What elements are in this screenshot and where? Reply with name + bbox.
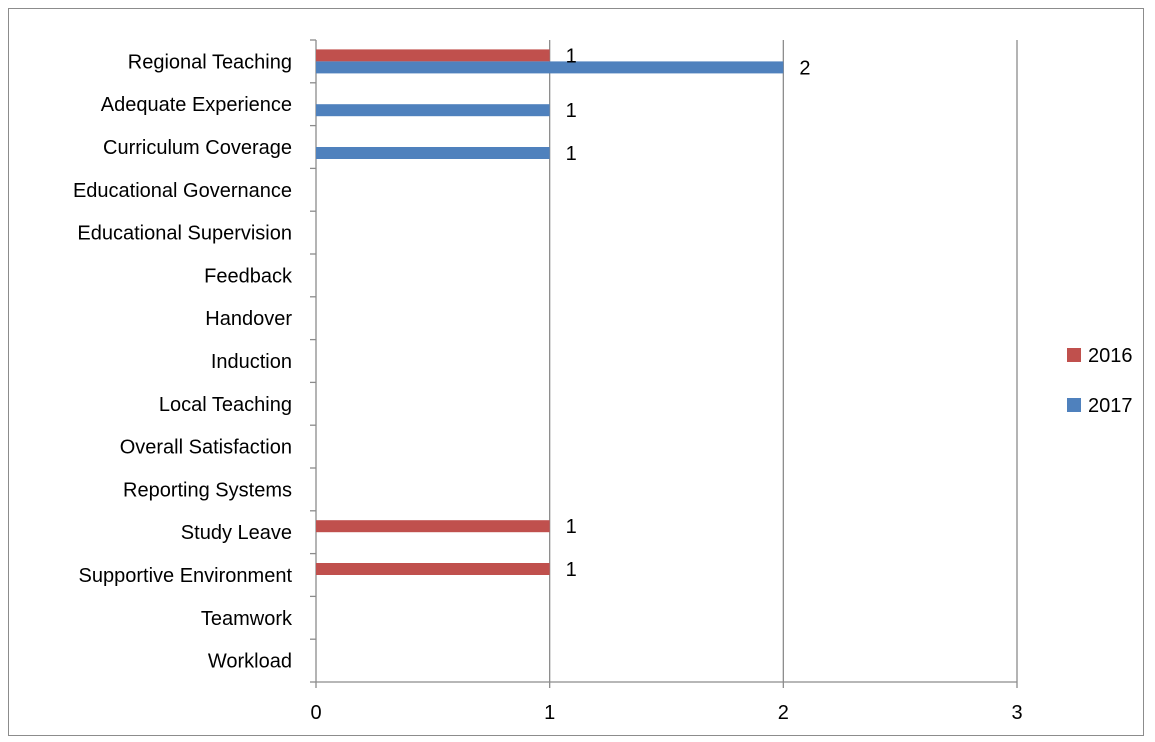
category-label: Supportive Environment bbox=[79, 565, 293, 587]
bar-2017 bbox=[316, 104, 550, 117]
data-label: 1 bbox=[566, 45, 577, 67]
category-label: Educational Supervision bbox=[77, 223, 292, 245]
category-label: Reporting Systems bbox=[123, 479, 292, 501]
legend-swatch bbox=[1067, 348, 1081, 362]
category-label: Educational Governance bbox=[73, 180, 292, 202]
category-label: Local Teaching bbox=[159, 394, 292, 416]
data-label: 2 bbox=[799, 57, 810, 79]
bar-2016 bbox=[316, 563, 550, 575]
legend-swatch bbox=[1067, 398, 1081, 412]
data-label: 1 bbox=[566, 559, 577, 581]
bars bbox=[316, 49, 784, 575]
legend-label: 2017 bbox=[1088, 395, 1133, 417]
category-label: Teamwork bbox=[201, 608, 293, 630]
chart-area bbox=[8, 8, 1144, 736]
category-label: Regional Teaching bbox=[128, 51, 292, 73]
x-tick-label: 2 bbox=[778, 702, 789, 724]
category-label: Workload bbox=[208, 651, 292, 673]
labels: 0 1 2 3 Regional Teaching Adequate Experience… bbox=[73, 45, 1023, 724]
bar-2016 bbox=[316, 49, 550, 62]
x-tick-label: 0 bbox=[310, 702, 321, 724]
category-label: Curriculum Coverage bbox=[103, 137, 292, 159]
category-label: Adequate Experience bbox=[101, 94, 292, 116]
bar-2016 bbox=[316, 520, 550, 533]
bar-2017 bbox=[316, 61, 784, 74]
legend-label: 2016 bbox=[1088, 345, 1133, 367]
data-label: 1 bbox=[566, 143, 577, 165]
category-label: Overall Satisfaction bbox=[120, 437, 292, 459]
axes bbox=[310, 39, 1018, 688]
x-tick-label: 3 bbox=[1011, 702, 1022, 724]
category-label: Feedback bbox=[204, 265, 293, 287]
category-label: Study Leave bbox=[181, 522, 292, 544]
data-label: 1 bbox=[566, 100, 577, 122]
data-label: 1 bbox=[566, 516, 577, 538]
bar-2017 bbox=[316, 147, 550, 159]
category-label: Induction bbox=[211, 351, 292, 373]
category-label: Handover bbox=[205, 308, 292, 330]
gridlines bbox=[549, 40, 1018, 682]
x-tick-label: 1 bbox=[544, 702, 555, 724]
legend: 2016 2017 bbox=[1067, 345, 1133, 417]
